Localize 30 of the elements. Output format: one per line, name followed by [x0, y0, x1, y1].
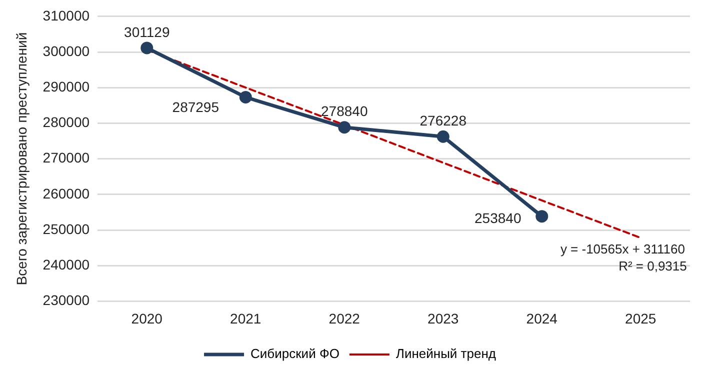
y-tick-label: 310000: [42, 7, 90, 24]
x-tick-label: 2022: [328, 310, 360, 326]
point: [436, 130, 450, 143]
y-tick-label: 250000: [42, 220, 90, 237]
y-tick-label: 270000: [42, 150, 90, 166]
y-tick-label: 280000: [42, 114, 90, 130]
data-label: 276228: [420, 112, 467, 128]
x-tick-label: 2023: [428, 310, 459, 326]
y-tick-label: 260000: [42, 185, 90, 202]
point: [536, 210, 548, 223]
point: [140, 42, 154, 54]
data-label: 301129: [124, 24, 170, 40]
data-label: 278840: [321, 103, 368, 120]
point: [338, 121, 351, 134]
x-tick-label: 2024: [526, 310, 558, 326]
y-tick-label: 230000: [42, 292, 90, 308]
x-tick-label: 2025: [625, 310, 656, 326]
y-axis-title: Всего зарегистрировано преступлений: [13, 32, 30, 286]
legend-label: Сибирский ФО: [250, 346, 340, 362]
point: [239, 90, 252, 104]
data-label: 253840: [474, 210, 522, 226]
y-tick-label: 300000: [42, 42, 90, 59]
y-tick-label: 240000: [42, 256, 90, 272]
y-tick-label: 290000: [42, 78, 90, 94]
x-tick-label: 2021: [230, 310, 262, 326]
data-label: 287295: [172, 99, 220, 116]
annotation: R² = 0,9315: [618, 258, 687, 274]
x-tick-label: 2020: [131, 310, 163, 326]
annotation: y = -10565x + 311160: [560, 241, 685, 256]
legend-label: Линейный тренд: [396, 346, 496, 362]
